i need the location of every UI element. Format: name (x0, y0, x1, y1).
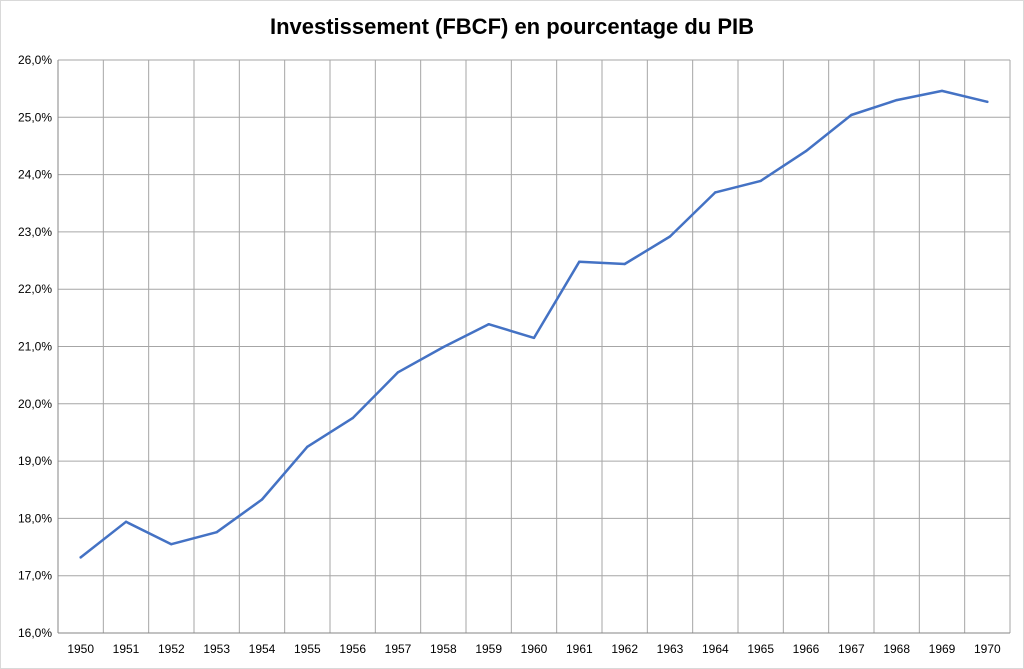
data-point (260, 498, 264, 501)
x-tick-label: 1956 (339, 642, 366, 656)
x-tick-label: 1960 (521, 642, 548, 656)
data-point (79, 556, 82, 559)
y-tick-label: 25,0% (18, 110, 52, 124)
y-tick-label: 24,0% (18, 168, 52, 182)
y-tick-label: 26,0% (18, 53, 52, 67)
x-tick-label: 1965 (747, 642, 774, 656)
y-tick-label: 23,0% (18, 225, 52, 239)
x-tick-label: 1950 (67, 642, 94, 656)
x-tick-label: 1961 (566, 642, 593, 656)
x-tick-label: 1959 (475, 642, 502, 656)
x-tick-label: 1966 (793, 642, 820, 656)
data-point (578, 260, 581, 263)
x-tick-label: 1953 (203, 642, 230, 656)
data-point (895, 98, 898, 102)
x-tick-label: 1954 (249, 642, 276, 656)
series-layer (79, 89, 989, 559)
x-tick-label: 1962 (611, 642, 638, 656)
y-tick-label: 21,0% (18, 340, 52, 354)
x-tick-label: 1957 (385, 642, 412, 656)
y-tick-label: 16,0% (18, 626, 52, 640)
x-tick-label: 1964 (702, 642, 729, 656)
y-tick-label: 19,0% (18, 454, 52, 468)
data-point (351, 416, 354, 420)
data-point (668, 235, 672, 238)
data-point (532, 336, 536, 340)
data-point (215, 530, 218, 534)
x-tick-label: 1968 (883, 642, 910, 656)
axes (57, 60, 1010, 634)
data-point (487, 322, 490, 326)
series-line (79, 89, 989, 559)
data-point (170, 542, 173, 546)
data-point (124, 520, 128, 524)
y-tick-label: 22,0% (18, 282, 52, 296)
data-point (804, 149, 808, 153)
x-tick-label: 1955 (294, 642, 321, 656)
x-tick-label: 1970 (974, 642, 1001, 656)
data-point (759, 179, 762, 183)
data-point (396, 371, 400, 374)
y-tick-labels: 16,0% 17,0% 18,0% 19,0% 20,0% 21,0% 22,0% 23,0%… (18, 53, 52, 640)
data-point (442, 345, 445, 349)
x-tick-label: 1958 (430, 642, 457, 656)
x-tick-labels: 1950 1951 1952 1953 1954 1955 1956 1957 1958 1959… (67, 642, 1001, 656)
chart-title: Investissement (FBCF) en pourcentage du … (269, 14, 755, 39)
gridlines (58, 59, 1011, 634)
x-tick-label: 1952 (158, 642, 185, 656)
y-tick-label: 18,0% (18, 511, 52, 525)
y-tick-label: 20,0% (18, 397, 52, 411)
data-point (714, 191, 717, 194)
y-tick-label: 17,0% (18, 569, 52, 583)
data-point (623, 262, 626, 266)
data-point (306, 445, 309, 448)
data-point (850, 113, 853, 117)
x-tick-label: 1967 (838, 642, 865, 656)
x-tick-label: 1951 (113, 642, 140, 656)
x-tick-label: 1969 (929, 642, 956, 656)
data-point (986, 100, 989, 104)
data-point (940, 89, 944, 93)
x-tick-label: 1963 (657, 642, 684, 656)
